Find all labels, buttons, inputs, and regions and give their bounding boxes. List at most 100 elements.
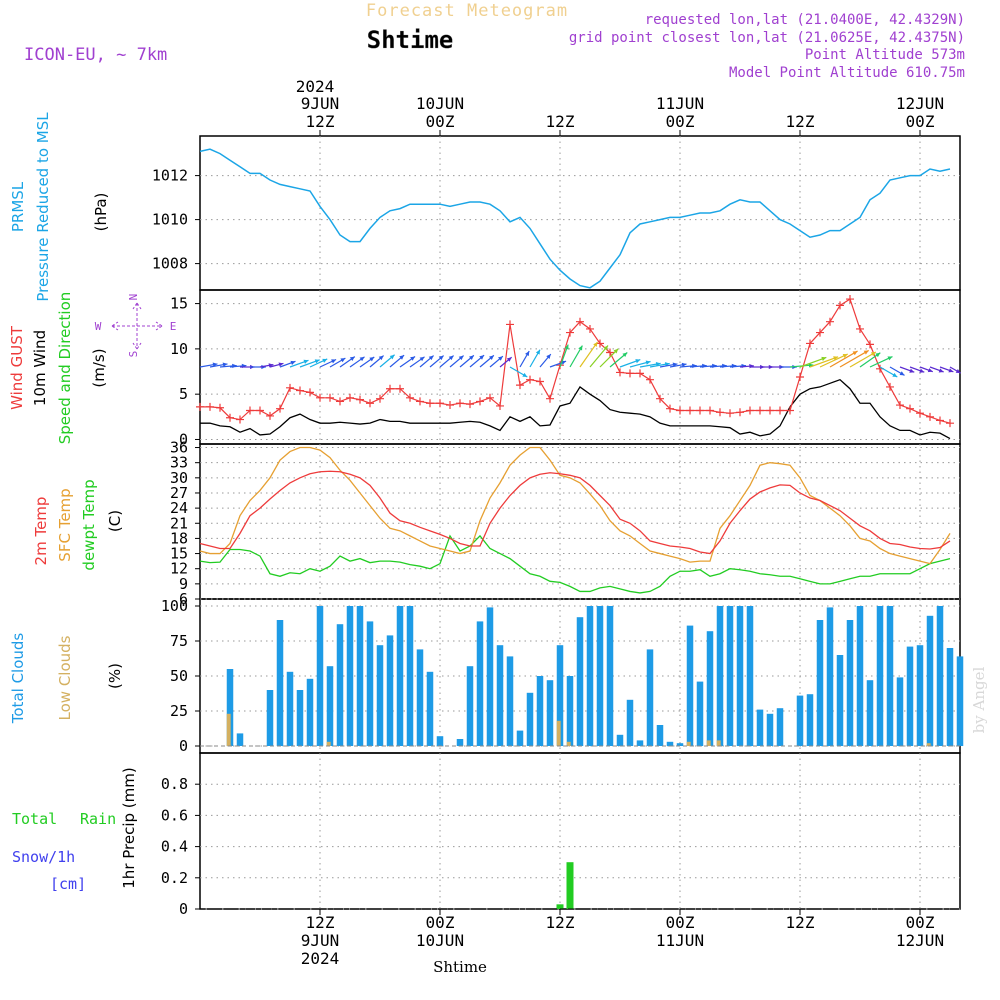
compass-rose-icon: N S W E bbox=[95, 294, 177, 358]
total-clouds-bar bbox=[876, 606, 884, 746]
wind-direction-arrow bbox=[809, 356, 839, 368]
wind-direction-arrow bbox=[899, 366, 915, 373]
temp-label-sfc: SFC Temp bbox=[56, 488, 74, 561]
wind-direction-arrow bbox=[939, 366, 954, 373]
clouds-label-unit: (%) bbox=[106, 663, 124, 689]
wind-gust-point bbox=[936, 416, 944, 425]
total-clouds-bar bbox=[546, 680, 554, 746]
wind-arrow-head bbox=[340, 358, 346, 363]
pressure-label-prmsl: PRMSL bbox=[9, 181, 27, 232]
y-tick-label-temp: 15 bbox=[170, 545, 188, 563]
wind-gust-point bbox=[696, 406, 704, 415]
wind-direction-arrow bbox=[909, 366, 925, 373]
total-clouds-bar bbox=[396, 606, 404, 746]
total-clouds-bar bbox=[956, 656, 964, 746]
wind-direction-arrow bbox=[409, 356, 425, 368]
wind-gust-point bbox=[606, 348, 614, 357]
wind-direction-arrow bbox=[319, 358, 337, 368]
wind-arrow-head bbox=[458, 355, 464, 361]
low-clouds-bar bbox=[686, 741, 691, 746]
wind-arrow-head bbox=[268, 363, 274, 368]
total-clouds-bar bbox=[616, 734, 624, 746]
total-clouds-bar bbox=[756, 709, 764, 746]
wind-arrow-head bbox=[535, 349, 540, 355]
wind-gust-point bbox=[686, 406, 694, 415]
wind-gust-point bbox=[786, 406, 794, 415]
total-clouds-bar bbox=[746, 606, 754, 746]
wind-gust-point bbox=[226, 413, 234, 422]
dewpoint-line bbox=[199, 534, 951, 594]
wind-arrow-head bbox=[522, 372, 528, 377]
y-tick-label-temp: 30 bbox=[170, 469, 188, 487]
wind-arrow-head bbox=[525, 351, 530, 357]
y-tick-label-clouds: 50 bbox=[170, 667, 188, 685]
wind-label-10m: 10m Wind bbox=[31, 330, 49, 406]
total-clouds-bar bbox=[386, 635, 394, 746]
wind-arrow-head bbox=[303, 359, 309, 364]
total-clouds-bar bbox=[586, 606, 594, 746]
bottom-time-label: 00Z bbox=[666, 913, 695, 932]
footer-location: Shtime bbox=[433, 958, 487, 976]
wind-arrow-head bbox=[919, 368, 925, 373]
y-tick-label-temp: 21 bbox=[170, 514, 188, 532]
wind-gust-point bbox=[616, 368, 624, 377]
wind-arrow-head bbox=[419, 356, 425, 362]
wind-gust-point bbox=[496, 401, 504, 410]
total-clouds-bar bbox=[776, 708, 784, 746]
total-clouds-bar bbox=[366, 621, 374, 746]
compass-s: S bbox=[127, 351, 140, 358]
wind-gust-point bbox=[516, 381, 524, 390]
bottom-time-label: 9JUN bbox=[301, 931, 340, 950]
wind-arrow-head bbox=[448, 355, 454, 361]
point-altitude: Point Altitude 573m bbox=[805, 47, 965, 63]
wind-arrow-head bbox=[349, 356, 355, 361]
wind-arrow-head bbox=[564, 344, 569, 350]
y-tick-label-precip: 0.2 bbox=[161, 869, 188, 887]
low-clouds-bar bbox=[716, 740, 721, 746]
y-tick-label-clouds: 75 bbox=[170, 632, 188, 650]
requested-coords: requested lon,lat (21.0400E, 42.4329N) bbox=[645, 12, 965, 28]
wind-direction-arrow bbox=[429, 355, 444, 368]
total-clouds-bar bbox=[236, 733, 244, 746]
wind-direction-arrow bbox=[949, 366, 961, 374]
wind-gust-point bbox=[346, 393, 354, 402]
wind-gust-point bbox=[426, 399, 434, 408]
wind-gust-point bbox=[526, 375, 534, 384]
total-clouds-bar bbox=[226, 669, 234, 746]
wind-gust-point bbox=[326, 393, 334, 402]
wind-arrow-head bbox=[887, 356, 893, 361]
bottom-time-label: 2024 bbox=[301, 949, 340, 968]
y-tick-label-temp: 33 bbox=[170, 454, 188, 472]
top-time-label: 10JUN bbox=[416, 94, 464, 113]
wind-gust-point bbox=[846, 295, 854, 304]
top-time-label: 00Z bbox=[666, 112, 695, 131]
wind-direction-arrow bbox=[439, 355, 454, 368]
wind-direction-arrow bbox=[279, 360, 296, 368]
wind-arrow-shaft bbox=[849, 351, 877, 368]
wind-arrow-head bbox=[622, 352, 628, 358]
wind-arrow-head bbox=[875, 352, 881, 358]
wind-gust-point bbox=[926, 412, 934, 421]
y-tick-label-clouds: 100 bbox=[161, 597, 188, 615]
wind-gust-point bbox=[466, 400, 474, 409]
wind-direction-arrow bbox=[579, 341, 599, 368]
top-time-label: 12JUN bbox=[896, 94, 944, 113]
total-clouds-bar bbox=[566, 676, 574, 746]
total-clouds-bar bbox=[856, 606, 864, 746]
y-tick-label-precip: 0.4 bbox=[161, 838, 188, 856]
total-clouds-bar bbox=[436, 736, 444, 746]
wind-gust-point bbox=[676, 406, 684, 415]
wind-direction-arrow bbox=[799, 356, 827, 368]
temp-label-unit: (C) bbox=[106, 510, 124, 532]
total-clouds-bar bbox=[276, 620, 284, 746]
total-clouds-bar bbox=[946, 648, 954, 746]
total-clouds-bar bbox=[486, 607, 494, 746]
wind-gust-point bbox=[386, 384, 394, 393]
wind-direction-arrow bbox=[479, 354, 495, 368]
top-time-label: 11JUN bbox=[656, 94, 704, 113]
wind-arrow-head bbox=[833, 356, 839, 361]
total-clouds-bar bbox=[696, 681, 704, 746]
y-tick-label-temp: 27 bbox=[170, 484, 188, 502]
wind-gust-point bbox=[316, 393, 324, 402]
